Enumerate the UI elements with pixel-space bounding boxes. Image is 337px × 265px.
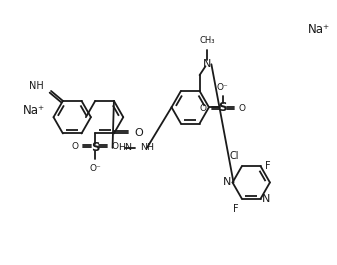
Text: O⁻: O⁻ [89, 164, 101, 173]
Text: S: S [91, 141, 99, 154]
Text: O: O [239, 104, 245, 113]
Text: NH: NH [140, 143, 154, 152]
Text: N: N [223, 178, 232, 187]
Text: N: N [262, 194, 270, 204]
Text: NH: NH [29, 81, 44, 91]
Text: CH₃: CH₃ [200, 37, 215, 46]
Text: O: O [112, 142, 119, 151]
Text: HN: HN [118, 143, 132, 152]
Text: O: O [134, 129, 143, 138]
Text: Cl: Cl [229, 151, 239, 161]
Text: F: F [233, 204, 239, 214]
Text: Na⁺: Na⁺ [308, 23, 330, 36]
Text: O⁻: O⁻ [217, 83, 228, 92]
Text: O: O [71, 142, 79, 151]
Text: S: S [218, 101, 227, 114]
Text: O: O [200, 104, 207, 113]
Text: Na⁺: Na⁺ [23, 104, 45, 117]
Text: N: N [203, 59, 212, 69]
Text: F: F [266, 161, 271, 171]
